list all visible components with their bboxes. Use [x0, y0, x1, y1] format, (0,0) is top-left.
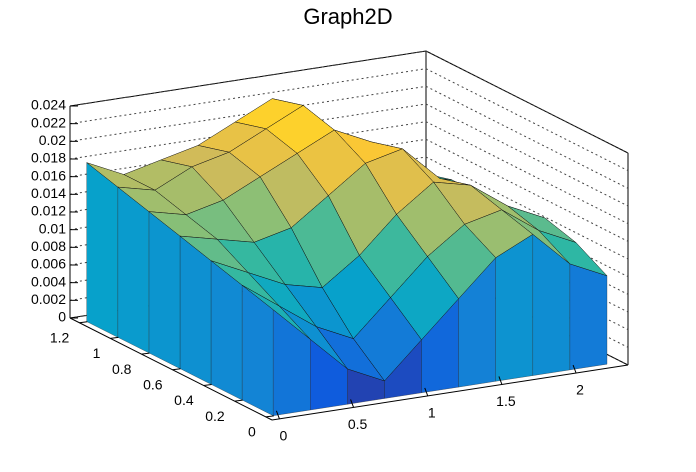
x-tick-label: 1	[428, 405, 436, 421]
z-tick-label: 0	[58, 309, 66, 325]
x-tick	[275, 410, 280, 420]
y-tick	[141, 352, 150, 355]
surface-wall	[569, 263, 608, 371]
y-tick	[203, 383, 212, 386]
z-tick-label: 0.02	[39, 132, 66, 148]
x-tick	[424, 387, 429, 397]
axis-line	[425, 50, 629, 154]
z-tick-label: 0.022	[31, 114, 66, 130]
y-tick-label: 0.6	[143, 376, 163, 392]
y-tick-label: 0.2	[205, 408, 225, 424]
x-tick	[350, 399, 355, 408]
y-tick-label: 0	[248, 424, 256, 440]
grid-line	[425, 68, 629, 172]
x-tick	[498, 376, 503, 385]
surface-wall	[495, 234, 533, 382]
axis-line	[271, 364, 629, 421]
y-tick-label: 0.8	[112, 361, 132, 377]
z-tick-label: 0.006	[31, 256, 66, 272]
y-tick-label: 0.4	[174, 392, 194, 408]
surface-wall	[117, 186, 150, 354]
z-tick-label: 0.024	[31, 97, 66, 113]
z-tick-label: 0.014	[31, 185, 66, 201]
z-tick-label: 0.012	[31, 203, 66, 219]
y-tick-label: 1	[93, 345, 101, 361]
y-tick	[172, 368, 181, 371]
z-tick-label: 0.008	[31, 238, 66, 254]
chart-title: Graph2D	[303, 4, 392, 29]
x-tick-label: 1.5	[496, 393, 516, 409]
x-tick-label: 0	[280, 428, 288, 444]
y-tick	[79, 321, 88, 324]
y-tick	[110, 336, 119, 339]
z-tick-label: 0.002	[31, 291, 66, 307]
x-tick	[572, 364, 577, 374]
z-tick-label: 0.004	[31, 273, 66, 289]
surface-cell	[241, 284, 311, 340]
z-tick-label: 0.016	[31, 167, 66, 183]
z-tick-label: 0.01	[39, 220, 66, 236]
surface-wall	[86, 162, 118, 338]
z-tick-label: 0.018	[31, 150, 66, 166]
y-tick-label: 1.2	[50, 329, 70, 345]
grid-line	[69, 50, 427, 107]
x-tick-label: 2	[576, 382, 584, 398]
y-tick	[265, 415, 274, 418]
surface-wall	[179, 235, 212, 385]
surface-wall	[148, 211, 181, 369]
axis-line	[69, 317, 273, 421]
x-tick-label: 0.5	[348, 416, 368, 432]
grid-line	[69, 68, 427, 125]
y-tick	[234, 399, 243, 402]
